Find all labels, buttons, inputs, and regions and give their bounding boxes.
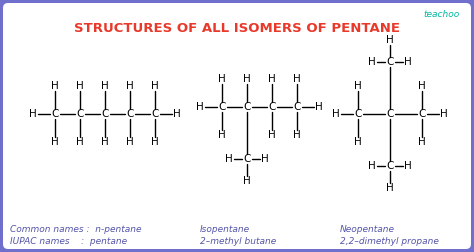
Text: C: C — [354, 109, 362, 119]
Text: H: H — [51, 137, 59, 147]
Text: C: C — [219, 102, 226, 112]
Text: C: C — [126, 109, 134, 119]
Text: H: H — [368, 161, 376, 171]
Text: H: H — [101, 81, 109, 91]
Text: H: H — [386, 35, 394, 45]
Text: H: H — [173, 109, 181, 119]
Text: H: H — [218, 130, 226, 140]
Text: IUPAC names    :  pentane: IUPAC names : pentane — [10, 237, 127, 246]
Text: C: C — [151, 109, 159, 119]
Text: C: C — [243, 154, 251, 164]
Text: H: H — [404, 161, 412, 171]
Text: Neopentane: Neopentane — [340, 226, 395, 235]
Text: C: C — [386, 109, 394, 119]
Text: H: H — [368, 57, 376, 67]
Text: STRUCTURES OF ALL ISOMERS OF PENTANE: STRUCTURES OF ALL ISOMERS OF PENTANE — [74, 22, 400, 35]
Text: H: H — [76, 81, 84, 91]
Text: H: H — [354, 137, 362, 147]
Text: H: H — [404, 57, 412, 67]
Text: H: H — [440, 109, 448, 119]
Text: H: H — [218, 74, 226, 84]
FancyBboxPatch shape — [3, 3, 471, 249]
Text: H: H — [418, 137, 426, 147]
Text: H: H — [268, 74, 276, 84]
Text: H: H — [225, 154, 233, 164]
Text: H: H — [243, 74, 251, 84]
Text: H: H — [243, 176, 251, 186]
Text: C: C — [386, 57, 394, 67]
Text: C: C — [51, 109, 59, 119]
Text: H: H — [126, 137, 134, 147]
Text: H: H — [76, 137, 84, 147]
Text: H: H — [293, 130, 301, 140]
Text: Common names :  n-pentane: Common names : n-pentane — [10, 226, 142, 235]
Text: 2,2–dimethyl propane: 2,2–dimethyl propane — [340, 237, 439, 246]
Text: Isopentane: Isopentane — [200, 226, 250, 235]
Text: H: H — [261, 154, 269, 164]
Text: H: H — [29, 109, 37, 119]
Text: C: C — [386, 161, 394, 171]
Text: H: H — [126, 81, 134, 91]
Text: H: H — [151, 81, 159, 91]
Text: H: H — [315, 102, 323, 112]
Text: H: H — [418, 81, 426, 91]
Text: teachoo: teachoo — [424, 10, 460, 19]
Text: H: H — [332, 109, 340, 119]
Text: H: H — [354, 81, 362, 91]
Text: H: H — [386, 183, 394, 193]
Text: H: H — [293, 74, 301, 84]
Text: H: H — [196, 102, 204, 112]
Text: H: H — [101, 137, 109, 147]
Text: C: C — [268, 102, 276, 112]
Text: C: C — [243, 102, 251, 112]
Text: C: C — [293, 102, 301, 112]
Text: 2–methyl butane: 2–methyl butane — [200, 237, 276, 246]
Text: C: C — [101, 109, 109, 119]
Text: H: H — [51, 81, 59, 91]
Text: H: H — [268, 130, 276, 140]
Text: H: H — [151, 137, 159, 147]
Text: C: C — [419, 109, 426, 119]
Text: C: C — [76, 109, 84, 119]
